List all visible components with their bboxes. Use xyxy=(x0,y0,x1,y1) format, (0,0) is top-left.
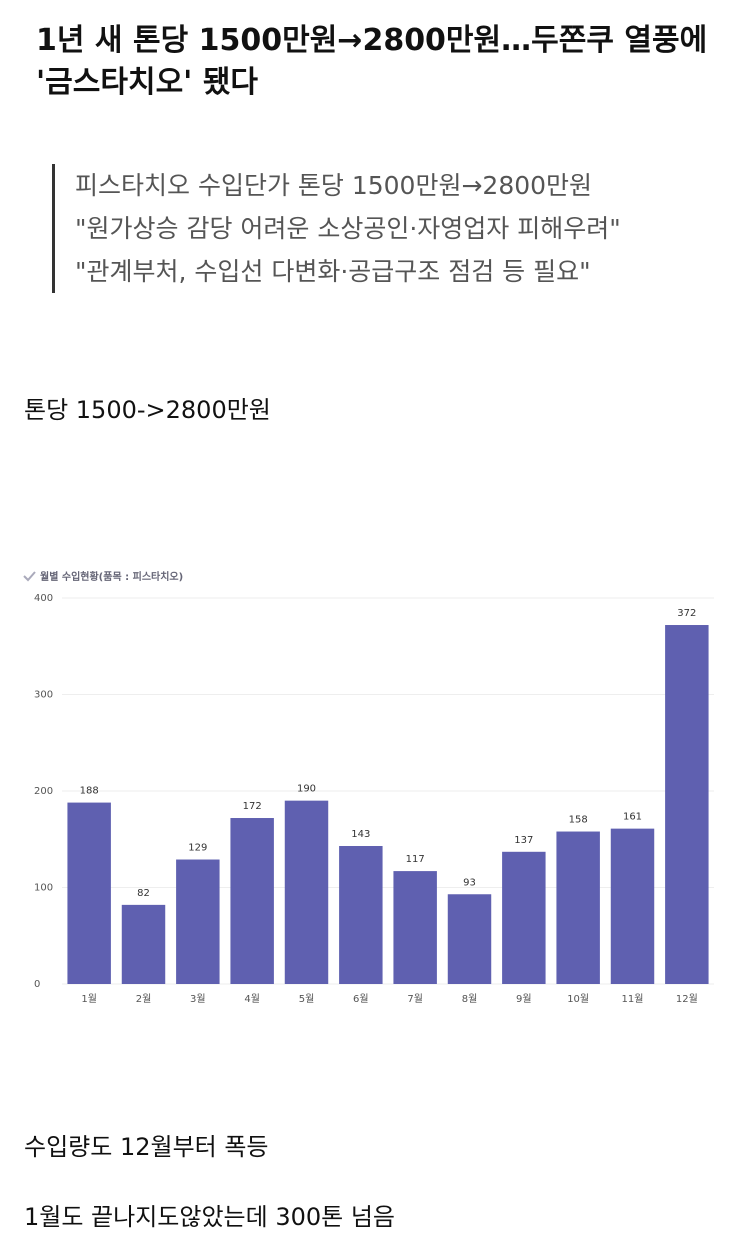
quote-box: 피스타치오 수입단가 톤당 1500만원→2800만원 "원가상승 감당 어려운… xyxy=(52,164,621,293)
x-tick-label: 8월 xyxy=(462,993,478,1005)
bar xyxy=(610,828,655,984)
data-label: 93 xyxy=(463,877,476,888)
paragraph: 수입량도 12월부터 폭등 xyxy=(24,1133,269,1161)
y-tick-label: 300 xyxy=(34,690,53,701)
data-label: 172 xyxy=(243,801,262,812)
x-tick-label: 4월 xyxy=(244,993,260,1005)
chart-title: 월별 수입현황(품목 : 피스타치오) xyxy=(40,570,183,583)
bar xyxy=(393,871,437,984)
data-label: 372 xyxy=(677,608,696,619)
data-label: 117 xyxy=(406,854,425,865)
data-label: 158 xyxy=(569,815,588,826)
y-tick-label: 200 xyxy=(34,786,53,797)
y-tick-label: 0 xyxy=(34,979,40,990)
bar xyxy=(447,894,492,984)
x-tick-label: 3월 xyxy=(190,993,206,1005)
chart: 월별 수입현황(품목 : 피스타치오) 0 100 200 300 400 1월 188 2월… xyxy=(23,570,714,1005)
bar xyxy=(502,851,546,984)
bar xyxy=(339,846,383,984)
x-tick-label: 11월 xyxy=(622,993,644,1005)
check-icon xyxy=(23,571,36,582)
bar xyxy=(556,831,600,984)
x-tick-label: 2월 xyxy=(136,993,152,1005)
bar xyxy=(284,800,329,984)
quote-line: "관계부처, 수입선 다변화·공급구조 점검 등 필요" xyxy=(75,257,591,286)
bar xyxy=(230,818,274,984)
x-tick-label: 7월 xyxy=(407,993,423,1005)
bar xyxy=(121,904,166,984)
data-label: 143 xyxy=(351,829,370,840)
x-tick-label: 12월 xyxy=(676,993,698,1005)
quote-line: 피스타치오 수입단가 톤당 1500만원→2800만원 xyxy=(75,171,593,200)
x-tick-label: 10월 xyxy=(567,993,589,1005)
paragraph: 톤당 1500->2800만원 xyxy=(24,396,271,424)
data-label: 188 xyxy=(80,786,99,797)
data-label: 190 xyxy=(297,784,316,795)
headline: 1년 새 톤당 1500만원→2800만원…두쫀쿠 열풍에 '금스타치오' 됐다 xyxy=(36,23,708,100)
x-tick-label: 9월 xyxy=(516,993,532,1005)
x-tick-label: 6월 xyxy=(353,993,369,1005)
x-tick-label: 5월 xyxy=(299,993,315,1005)
bar xyxy=(665,625,709,984)
data-label: 82 xyxy=(137,888,150,899)
data-label: 161 xyxy=(623,812,642,823)
data-label: 129 xyxy=(188,843,207,854)
bar xyxy=(67,802,111,984)
quote-line: "원가상승 감당 어려운 소상공인·자영업자 피해우려" xyxy=(75,214,621,243)
bar xyxy=(176,859,220,984)
y-tick-label: 400 xyxy=(34,593,53,604)
y-tick-label: 100 xyxy=(34,883,53,894)
data-label: 137 xyxy=(514,835,533,846)
paragraph: 1월도 끝나지도않았는데 300톤 넘음 xyxy=(24,1203,396,1231)
x-tick-label: 1월 xyxy=(81,993,97,1005)
